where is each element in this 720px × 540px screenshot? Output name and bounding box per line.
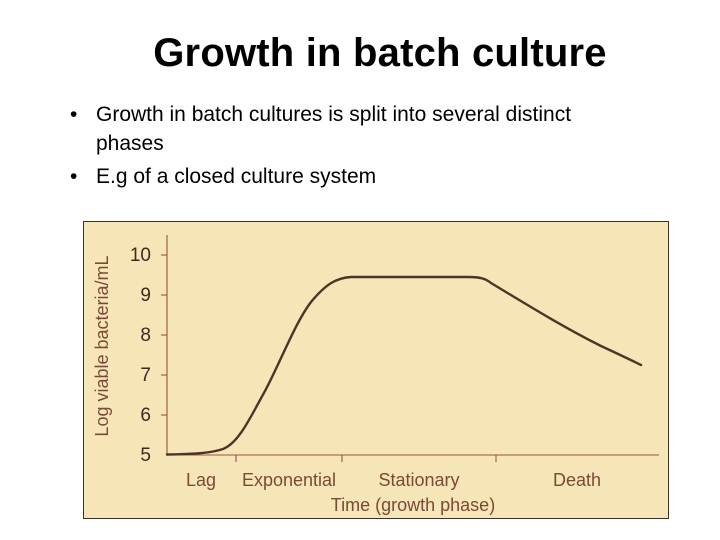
svg-text:Stationary: Stationary <box>378 470 459 490</box>
svg-text:Time (growth phase): Time (growth phase) <box>331 495 495 515</box>
svg-text:5: 5 <box>140 445 151 466</box>
svg-text:Log viable bacteria/mL: Log viable bacteria/mL <box>92 255 112 436</box>
svg-text:9: 9 <box>140 285 151 306</box>
svg-text:Death: Death <box>553 470 601 490</box>
svg-text:6: 6 <box>140 405 151 426</box>
svg-text:8: 8 <box>140 325 151 346</box>
svg-text:10: 10 <box>130 245 151 266</box>
svg-text:Exponential: Exponential <box>242 470 336 490</box>
svg-text:7: 7 <box>140 365 151 386</box>
svg-text:Lag: Lag <box>186 470 216 490</box>
